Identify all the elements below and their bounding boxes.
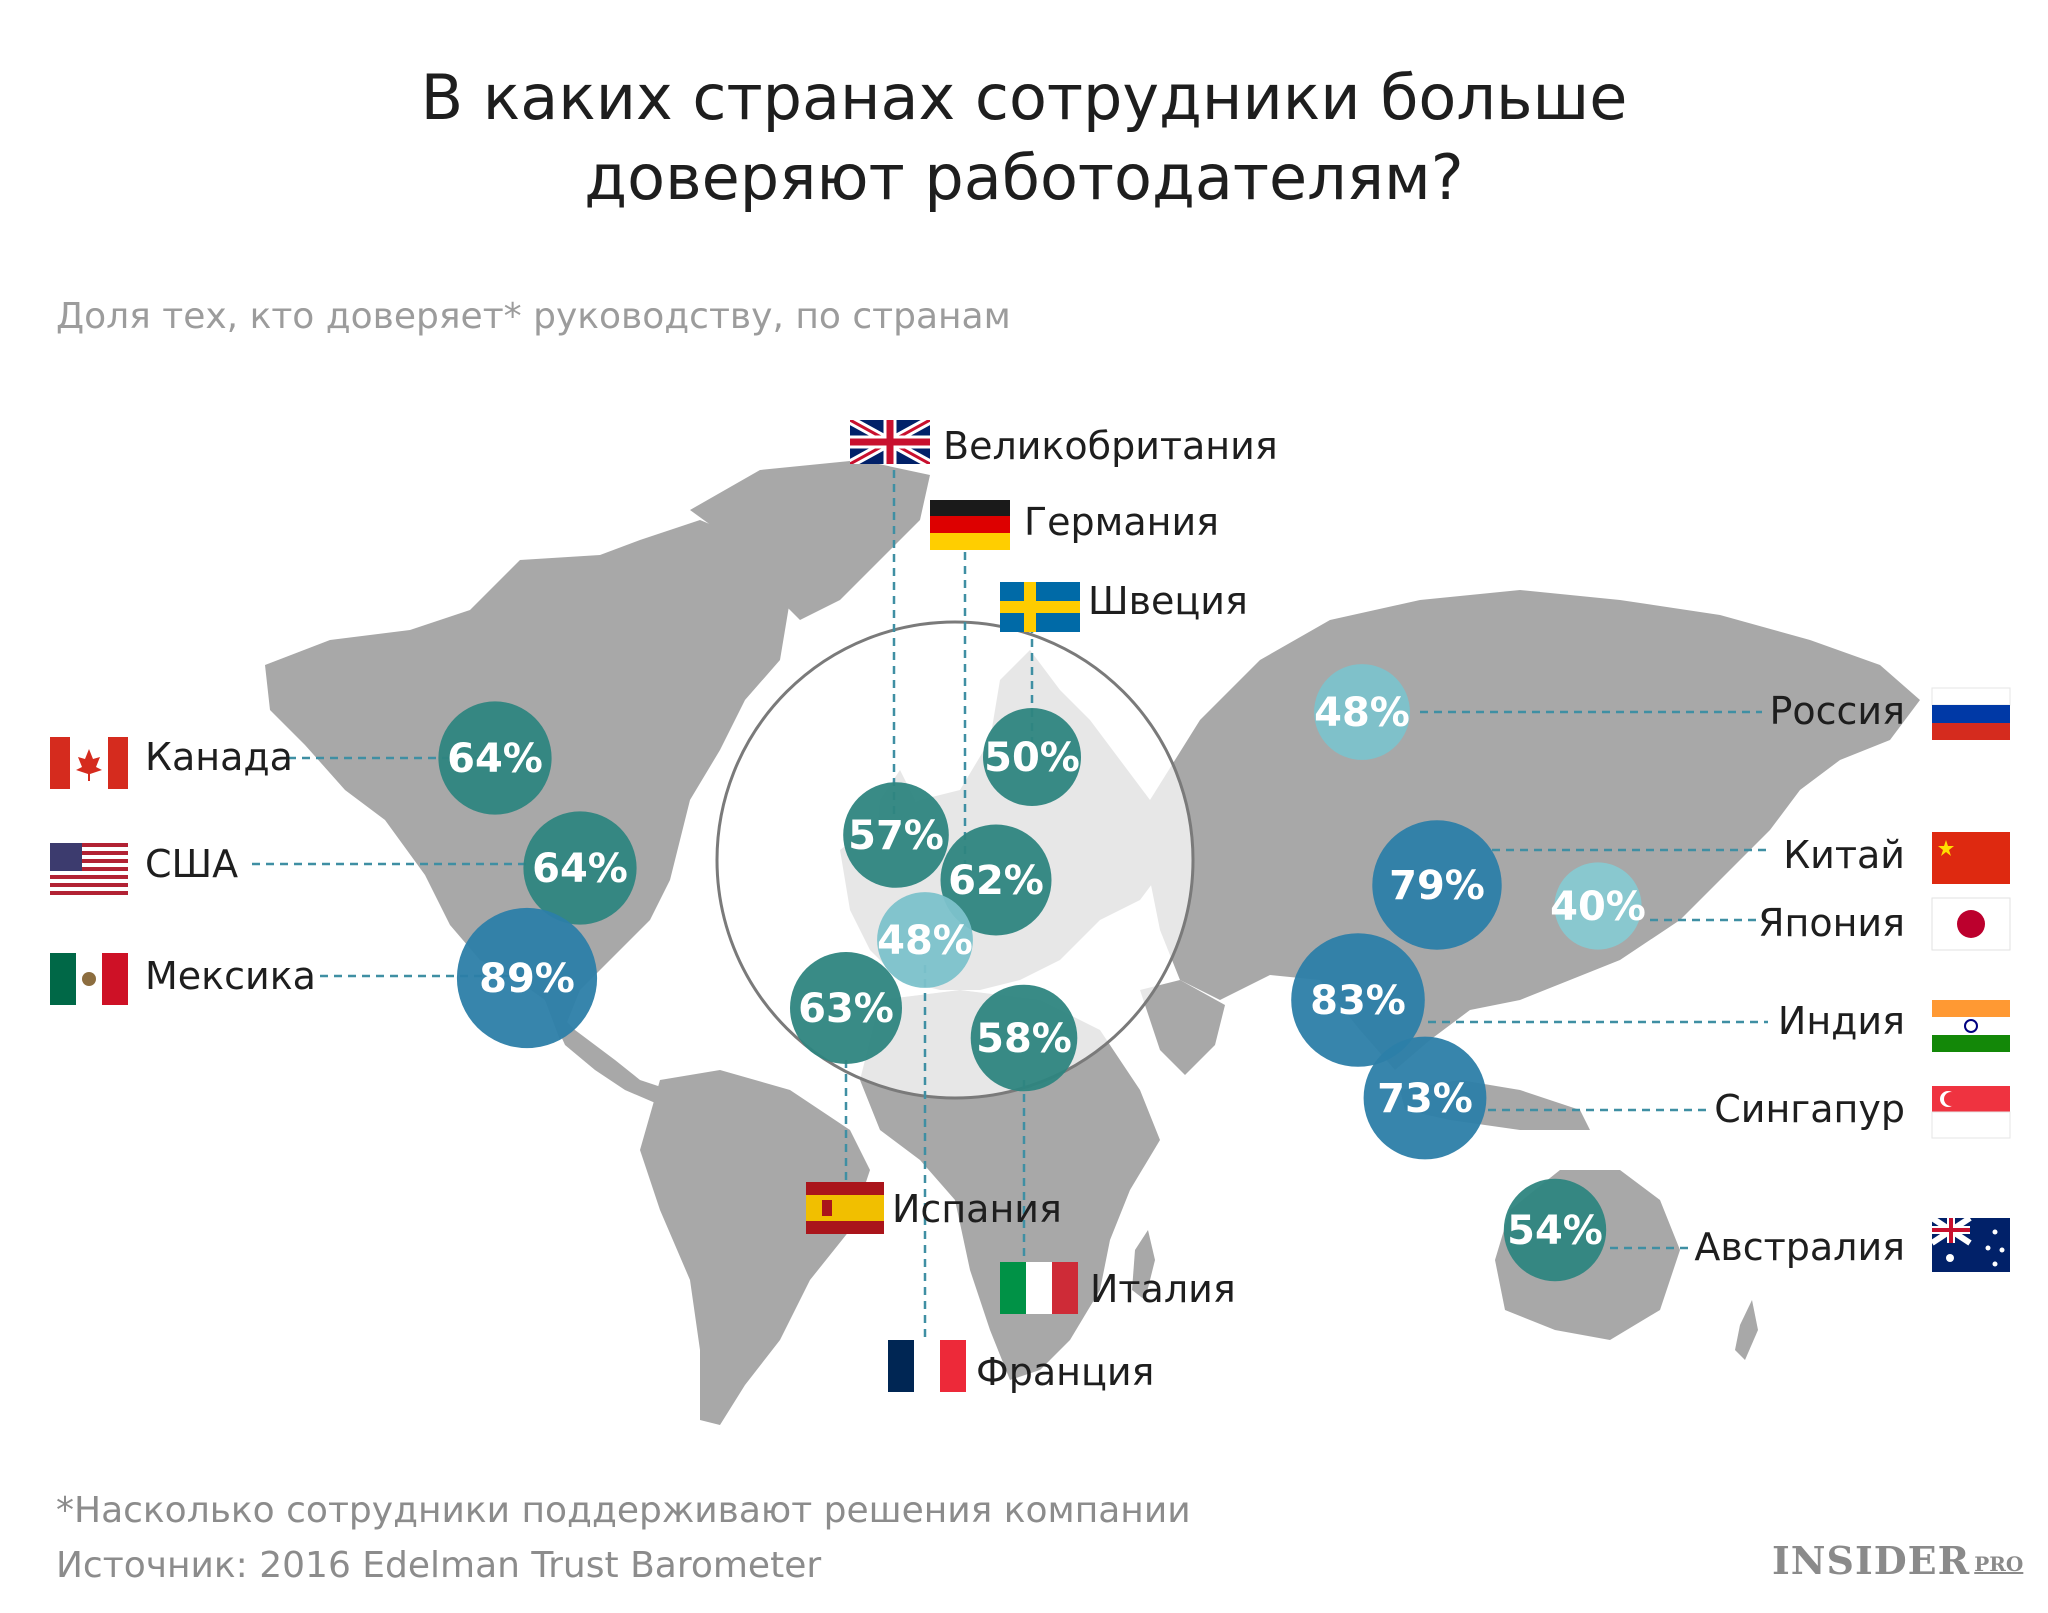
bubble-france-circle <box>877 892 973 988</box>
bubble-france: 48% <box>877 892 973 988</box>
subtitle: Доля тех, кто доверяет* руководству, по … <box>56 296 1011 337</box>
page-title: В каких странах сотрудники больше доверя… <box>0 58 2048 218</box>
australia-flag <box>1932 1218 2010 1272</box>
label-sweden: Швеция <box>1088 579 1248 623</box>
label-spain: Испания <box>892 1187 1062 1231</box>
value-singapore: 73% <box>1377 1076 1473 1122</box>
bubble-india: 83% <box>1291 933 1425 1067</box>
value-canada: 64% <box>447 736 543 782</box>
value-italy: 58% <box>976 1016 1072 1062</box>
value-usa: 64% <box>532 846 628 892</box>
germany-flag <box>930 500 1010 550</box>
singapore-flag <box>1931 1086 2011 1139</box>
china-flag <box>1932 832 2010 884</box>
france-flag <box>888 1340 966 1392</box>
bubble-spain: 63% <box>790 952 902 1064</box>
value-france: 48% <box>877 918 973 964</box>
label-russia: Россия <box>1769 689 1905 733</box>
value-germany: 62% <box>948 858 1044 904</box>
bubble-germany-circle <box>940 824 1052 936</box>
mexico-flag <box>50 953 128 1005</box>
uk-flag <box>850 420 930 464</box>
bubble-sweden-circle <box>983 708 1081 806</box>
insider-pro-logo: INSIDER PRO <box>1772 1538 2023 1583</box>
source-note: Источник: 2016 Edelman Trust Barometer <box>56 1545 822 1586</box>
bubble-australia-circle <box>1503 1178 1607 1282</box>
footnote: *Насколько сотрудники поддерживают решен… <box>56 1490 1191 1531</box>
label-canada: Канада <box>145 735 293 779</box>
russia-flag <box>1931 687 2011 740</box>
value-sweden: 50% <box>984 735 1080 781</box>
bubble-japan: 40% <box>1550 862 1646 950</box>
value-spain: 63% <box>798 986 894 1032</box>
value-japan: 40% <box>1550 884 1646 930</box>
spain-flag <box>806 1182 884 1234</box>
bubble-spain-circle <box>790 952 902 1064</box>
label-france: Франция <box>976 1350 1154 1394</box>
label-singapore: Сингапур <box>1714 1087 1905 1131</box>
bubble-japan-circle <box>1554 862 1642 950</box>
label-germany: Германия <box>1024 500 1219 544</box>
label-italy: Италия <box>1090 1267 1236 1311</box>
bubble-russia-circle <box>1314 664 1410 760</box>
label-usa: США <box>145 842 238 886</box>
asia-landmass <box>1150 590 1920 1070</box>
bubble-singapore-circle <box>1363 1036 1487 1160</box>
bubble-usa-circle <box>523 811 637 925</box>
arabia-landmass <box>1140 980 1225 1075</box>
bubble-germany: 62% <box>940 824 1052 936</box>
bubble-italy: 58% <box>970 984 1078 1092</box>
usa-flag <box>50 843 128 895</box>
bubble-sweden: 50% <box>983 708 1081 806</box>
logo-main: INSIDER <box>1772 1538 1971 1583</box>
title-line-2: доверяют работодателям? <box>584 141 1464 214</box>
value-australia: 54% <box>1507 1208 1603 1254</box>
greenland-landmass <box>690 460 930 620</box>
bubble-china: 79% <box>1372 820 1502 950</box>
madagascar-landmass <box>1132 1230 1155 1300</box>
bubble-australia: 54% <box>1503 1178 1607 1282</box>
south-america-landmass <box>640 1070 870 1425</box>
bubble-uk: 57% <box>843 782 949 888</box>
logo-sub: PRO <box>1974 1552 2024 1576</box>
bubble-mexico: 89% <box>456 907 598 1049</box>
bubble-usa: 64% <box>523 811 637 925</box>
bubble-singapore: 73% <box>1363 1036 1487 1160</box>
value-russia: 48% <box>1314 690 1410 736</box>
label-china: Китай <box>1783 833 1905 877</box>
value-china: 79% <box>1389 863 1485 909</box>
italy-flag <box>1000 1262 1078 1314</box>
new-zealand-landmass <box>1735 1300 1758 1360</box>
value-bubbles: 64% 64% 89% 57% 50% 62% 48% 63% <box>438 664 1646 1282</box>
label-australia: Австралия <box>1694 1225 1905 1269</box>
bubble-russia: 48% <box>1314 664 1410 760</box>
bubble-italy-circle <box>970 984 1078 1092</box>
sweden-flag <box>1000 582 1080 632</box>
bubble-canada-circle <box>438 701 552 815</box>
label-india: Индия <box>1778 999 1905 1043</box>
bubble-china-circle <box>1372 820 1502 950</box>
japan-flag <box>1931 897 2011 951</box>
canada-flag <box>50 737 128 789</box>
value-mexico: 89% <box>479 956 575 1002</box>
india-flag <box>1932 1000 2010 1052</box>
title-line-1: В каких странах сотрудники больше <box>420 61 1628 134</box>
bubble-canada: 64% <box>438 701 552 815</box>
bubble-uk-circle <box>843 782 949 888</box>
value-uk: 57% <box>848 813 944 859</box>
label-uk: Великобритания <box>943 424 1278 468</box>
label-japan: Япония <box>1758 901 1905 945</box>
value-india: 83% <box>1310 978 1406 1024</box>
bubble-mexico-circle <box>456 907 598 1049</box>
label-mexico: Мексика <box>145 954 316 998</box>
bubble-india-circle <box>1291 933 1425 1067</box>
